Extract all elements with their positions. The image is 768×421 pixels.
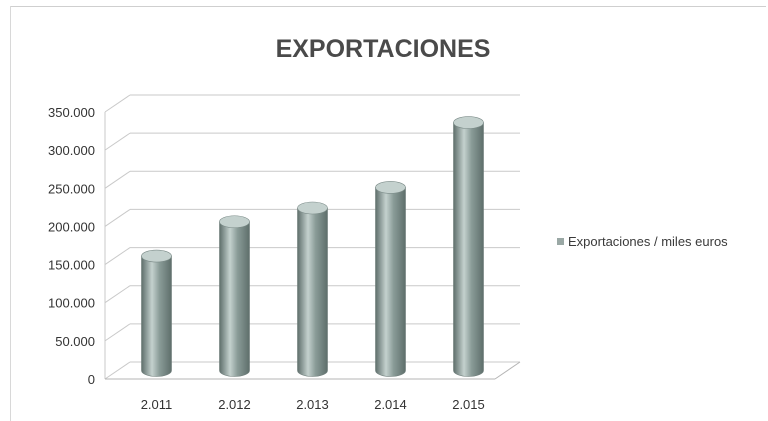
bar-top: [141, 249, 172, 263]
bar-2.015: [453, 116, 484, 377]
gridline-side: [104, 170, 131, 189]
legend: Exportaciones / miles euros: [557, 234, 728, 249]
bar-body: [219, 221, 250, 377]
gridline-side: [104, 132, 131, 151]
legend-label: Exportaciones / miles euros: [568, 234, 728, 249]
x-tick-label: 2.012: [218, 397, 251, 412]
gridline-side: [104, 209, 131, 227]
gridline-side: [104, 247, 131, 265]
y-tick-label: 50.000: [55, 334, 95, 349]
x-axis-ticks: 2.011 2.012 2.013 2.014 2.015: [141, 397, 485, 412]
y-tick-label: 100.000: [48, 296, 95, 311]
y-tick-label: 0: [88, 372, 95, 387]
y-tick-label: 300.000: [48, 143, 95, 158]
bar-2.014: [375, 181, 406, 377]
bar-top: [453, 116, 484, 129]
x-tick-label: 2.013: [296, 397, 329, 412]
floor-right-edge: [494, 361, 521, 380]
chart-border-top: [10, 6, 766, 7]
y-tick-label: 350.000: [48, 105, 95, 120]
bar-2.011: [141, 249, 172, 377]
bar-2.012: [219, 215, 250, 377]
bar-top: [219, 215, 250, 229]
gridline-side: [104, 361, 131, 380]
y-tick-label: 250.000: [48, 181, 95, 196]
bar-body: [141, 255, 172, 377]
bar-body: [297, 207, 328, 377]
bar-body: [453, 122, 484, 377]
y-tick-label: 150.000: [48, 258, 95, 273]
gridline-side: [104, 323, 131, 342]
bar-2.013: [297, 201, 328, 377]
gridline-side: [104, 285, 131, 304]
gridline-side: [104, 94, 131, 113]
bars: [141, 116, 484, 377]
x-tick-label: 2.014: [374, 397, 407, 412]
chart-border-left: [10, 6, 11, 421]
legend-swatch: [557, 238, 564, 245]
bar-body: [375, 187, 406, 377]
bar-top: [297, 201, 328, 215]
bar-top: [375, 181, 406, 194]
x-tick-label: 2.011: [141, 397, 173, 412]
y-axis-ticks: 0 50.000 100.000 150.000 200.000 250.000 300.0…: [48, 105, 95, 387]
x-tick-label: 2.015: [452, 397, 485, 412]
y-tick-label: 200.000: [48, 219, 95, 234]
chart-title: EXPORTACIONES: [276, 35, 491, 63]
